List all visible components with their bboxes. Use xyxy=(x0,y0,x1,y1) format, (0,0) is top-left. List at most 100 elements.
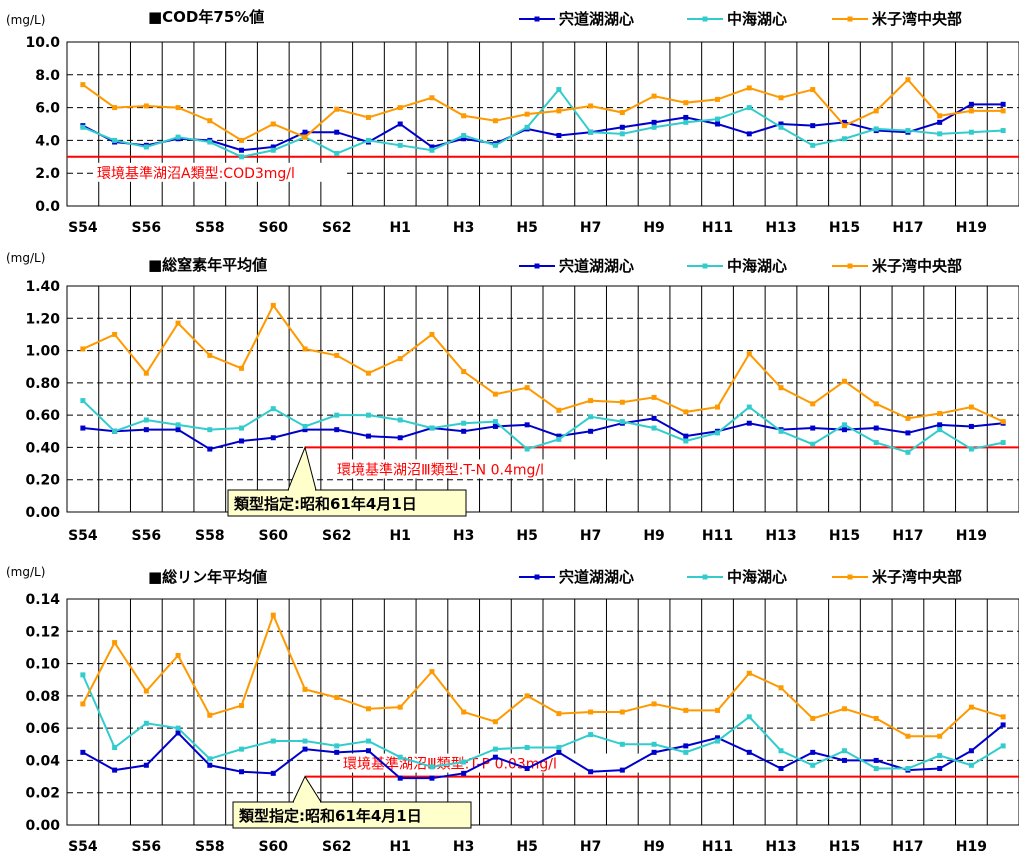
data-point xyxy=(715,707,721,713)
data-point xyxy=(207,352,213,358)
x-tick-label: H19 xyxy=(956,220,987,236)
legend-entry: 宍道湖湖心 xyxy=(559,257,634,275)
legend-marker xyxy=(847,574,853,580)
data-point xyxy=(873,401,879,407)
x-tick-label: S56 xyxy=(132,220,162,236)
y-tick-label: 2.0 xyxy=(35,166,60,182)
data-point xyxy=(143,144,149,150)
data-point xyxy=(302,686,308,692)
data-point xyxy=(588,732,594,738)
data-point xyxy=(175,427,181,433)
data-point xyxy=(270,121,276,127)
data-point xyxy=(937,766,943,771)
x-tick-label: H9 xyxy=(643,528,664,544)
data-point xyxy=(397,754,403,760)
data-point xyxy=(810,87,816,93)
data-point xyxy=(873,715,879,721)
data-point xyxy=(365,748,371,754)
data-point xyxy=(492,746,498,752)
data-point xyxy=(905,77,911,83)
data-point xyxy=(1000,101,1006,107)
series-2 xyxy=(80,87,1006,160)
data-point xyxy=(365,370,371,376)
data-point xyxy=(588,129,594,135)
y-tick-label: 0.12 xyxy=(25,624,60,640)
y-tick-label: 0.02 xyxy=(25,786,60,802)
x-tick-label: H11 xyxy=(702,528,733,544)
data-point xyxy=(334,352,340,358)
data-point xyxy=(524,124,530,130)
data-point xyxy=(651,124,657,130)
data-point xyxy=(841,748,847,754)
data-point xyxy=(619,131,625,137)
x-tick-label: H13 xyxy=(765,220,796,236)
data-point xyxy=(651,741,657,747)
data-point xyxy=(143,762,149,768)
series-line xyxy=(82,417,1004,451)
data-point xyxy=(873,757,879,763)
y-tick-label: 0.40 xyxy=(25,440,60,456)
y-tick-label: 0.08 xyxy=(25,689,60,705)
data-point xyxy=(1000,419,1006,425)
data-point xyxy=(841,757,847,763)
data-point xyxy=(588,709,594,715)
data-point xyxy=(937,113,943,119)
data-point xyxy=(334,749,340,755)
data-point xyxy=(715,735,721,741)
data-point xyxy=(556,436,562,442)
data-point xyxy=(80,82,86,88)
data-point xyxy=(80,672,86,678)
data-point xyxy=(175,730,181,736)
data-point xyxy=(239,438,245,444)
data-point xyxy=(651,119,657,125)
x-tick-label: H17 xyxy=(892,528,923,544)
data-point xyxy=(143,720,149,726)
data-point xyxy=(651,394,657,400)
data-point xyxy=(683,743,689,749)
data-point xyxy=(651,701,657,707)
series-line xyxy=(81,612,1004,738)
data-point xyxy=(207,756,213,762)
data-point xyxy=(651,415,657,421)
data-point xyxy=(683,749,689,755)
data-point xyxy=(810,715,816,721)
data-point xyxy=(112,745,118,751)
data-point xyxy=(302,738,308,744)
data-point xyxy=(397,105,403,111)
data-point xyxy=(715,121,721,127)
data-point xyxy=(365,412,371,418)
legend-marker xyxy=(534,263,540,269)
legend-marker xyxy=(702,16,708,22)
series-3 xyxy=(80,302,1006,425)
data-point xyxy=(937,411,943,417)
data-point xyxy=(968,704,974,710)
data-point xyxy=(80,425,86,431)
x-tick-label: H17 xyxy=(892,220,923,236)
data-point xyxy=(175,725,181,731)
data-point xyxy=(683,100,689,106)
data-point xyxy=(746,85,752,91)
y-unit-label: (mg/L) xyxy=(6,565,45,579)
data-point xyxy=(746,131,752,137)
data-point xyxy=(175,105,181,111)
data-point xyxy=(365,738,371,744)
data-point xyxy=(461,113,467,119)
legend-entry: 宍道湖湖心 xyxy=(559,568,634,586)
data-point xyxy=(302,134,308,140)
data-point xyxy=(492,419,498,425)
data-point xyxy=(619,767,625,773)
data-point xyxy=(778,748,784,754)
x-tick-label: H9 xyxy=(643,839,664,855)
data-point xyxy=(80,749,86,755)
data-point xyxy=(461,420,467,426)
y-tick-label: 0.04 xyxy=(25,753,60,769)
data-point xyxy=(588,398,594,404)
data-point xyxy=(429,775,435,781)
data-point xyxy=(841,378,847,384)
data-point xyxy=(715,96,721,102)
data-point xyxy=(143,370,149,376)
data-point xyxy=(683,409,689,415)
data-point xyxy=(143,427,149,433)
data-point xyxy=(492,423,498,429)
